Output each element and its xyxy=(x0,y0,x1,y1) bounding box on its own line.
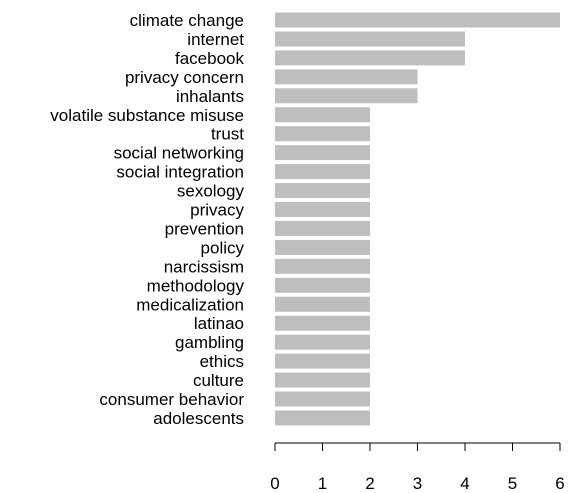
category-label-social-networking: social networking xyxy=(114,144,244,163)
x-tick-label-6: 6 xyxy=(555,474,564,493)
x-tick-label-2: 2 xyxy=(365,474,374,493)
bars-group xyxy=(275,12,560,426)
bar-methodology xyxy=(275,277,370,293)
x-tick-label-3: 3 xyxy=(413,474,422,493)
bar-ethics xyxy=(275,353,370,369)
category-label-privacy: privacy xyxy=(190,201,244,220)
bar-sexology xyxy=(275,183,370,199)
category-label-social-integration: social integration xyxy=(116,163,244,182)
bar-internet xyxy=(275,31,465,47)
category-label-prevention: prevention xyxy=(165,219,244,238)
bar-trust xyxy=(275,126,370,142)
bar-policy xyxy=(275,239,370,255)
bar-inhalants xyxy=(275,88,418,104)
category-label-privacy-concern: privacy concern xyxy=(125,68,244,87)
category-label-climate-change: climate change xyxy=(130,11,244,30)
category-label-sexology: sexology xyxy=(177,182,245,201)
category-label-inhalants: inhalants xyxy=(176,87,244,106)
category-label-internet: internet xyxy=(187,30,244,49)
bar-facebook xyxy=(275,50,465,66)
bar-climate-change xyxy=(275,12,560,28)
x-tick-label-0: 0 xyxy=(270,474,279,493)
bar-privacy-concern xyxy=(275,69,418,85)
x-tick-label-1: 1 xyxy=(318,474,327,493)
category-label-latinao: latinao xyxy=(194,314,244,333)
category-label-narcissism: narcissism xyxy=(164,257,244,276)
category-label-methodology: methodology xyxy=(147,276,245,295)
bar-narcissism xyxy=(275,258,370,274)
category-label-consumer-behavior: consumer behavior xyxy=(99,390,244,409)
bar-privacy xyxy=(275,202,370,217)
bar-medicalization xyxy=(275,296,370,312)
bar-culture xyxy=(275,372,370,388)
category-label-facebook: facebook xyxy=(175,49,244,68)
category-label-volatile-substance-misuse: volatile substance misuse xyxy=(50,106,244,125)
category-label-trust: trust xyxy=(211,125,244,144)
x-tick-label-5: 5 xyxy=(508,474,517,493)
bar-volatile-substance-misuse xyxy=(275,107,370,123)
x-axis: 0 1 2 3 4 5 6 xyxy=(270,442,565,493)
category-label-gambling: gambling xyxy=(175,333,244,352)
category-label-ethics: ethics xyxy=(200,352,244,371)
bar-adolescents xyxy=(275,410,370,426)
bar-prevention xyxy=(275,220,370,236)
bar-social-networking xyxy=(275,145,370,161)
x-tick-label-4: 4 xyxy=(460,474,469,493)
category-label-policy: policy xyxy=(201,238,245,257)
bar-gambling xyxy=(275,334,370,350)
category-label-medicalization: medicalization xyxy=(136,295,244,314)
bar-social-integration xyxy=(275,164,370,180)
bar-consumer-behavior xyxy=(275,391,370,407)
bar-latinao xyxy=(275,315,370,331)
category-label-culture: culture xyxy=(193,371,244,390)
category-label-adolescents: adolescents xyxy=(153,409,244,428)
